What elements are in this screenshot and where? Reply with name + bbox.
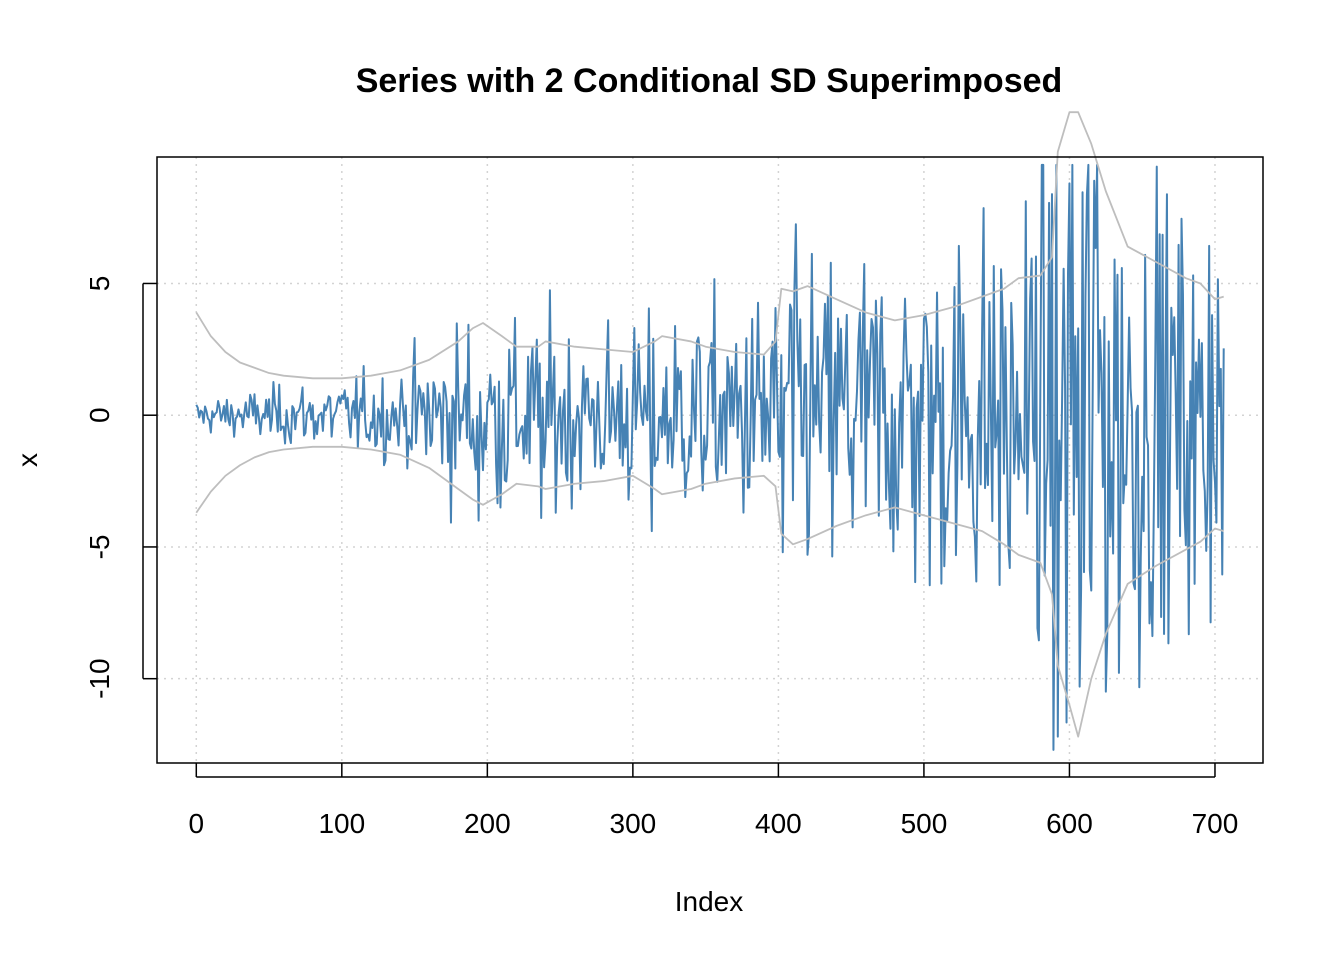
x-axis-label: Index — [675, 886, 744, 917]
x-tick-label: 0 — [189, 808, 205, 839]
y-axis: -10 -5 0 5 — [84, 276, 157, 699]
y-tick-label: 5 — [84, 276, 115, 292]
plot-frame — [156, 156, 1264, 764]
series-layer — [195, 111, 1225, 751]
series-lower-line — [195, 445, 1224, 738]
chart-title: Series with 2 Conditional SD Superimpose… — [356, 62, 1063, 100]
x-tick-label: 400 — [755, 808, 802, 839]
series-upper-line — [195, 111, 1224, 380]
x-tick-label: 300 — [610, 808, 657, 839]
x-tick-label: 100 — [318, 808, 365, 839]
y-tick-label: -10 — [84, 658, 115, 698]
x-tick-label: 200 — [464, 808, 511, 839]
y-tick-label: 0 — [84, 407, 115, 423]
x-axis: 0 100 200 300 400 500 600 700 — [189, 763, 1239, 839]
y-axis-label: x — [12, 453, 43, 467]
x-tick-label: 700 — [1192, 808, 1239, 839]
y-tick-label: -5 — [84, 534, 115, 559]
series-data-line — [195, 163, 1225, 751]
grid — [157, 157, 1263, 763]
x-tick-label: 500 — [901, 808, 948, 839]
x-tick-label: 600 — [1046, 808, 1093, 839]
